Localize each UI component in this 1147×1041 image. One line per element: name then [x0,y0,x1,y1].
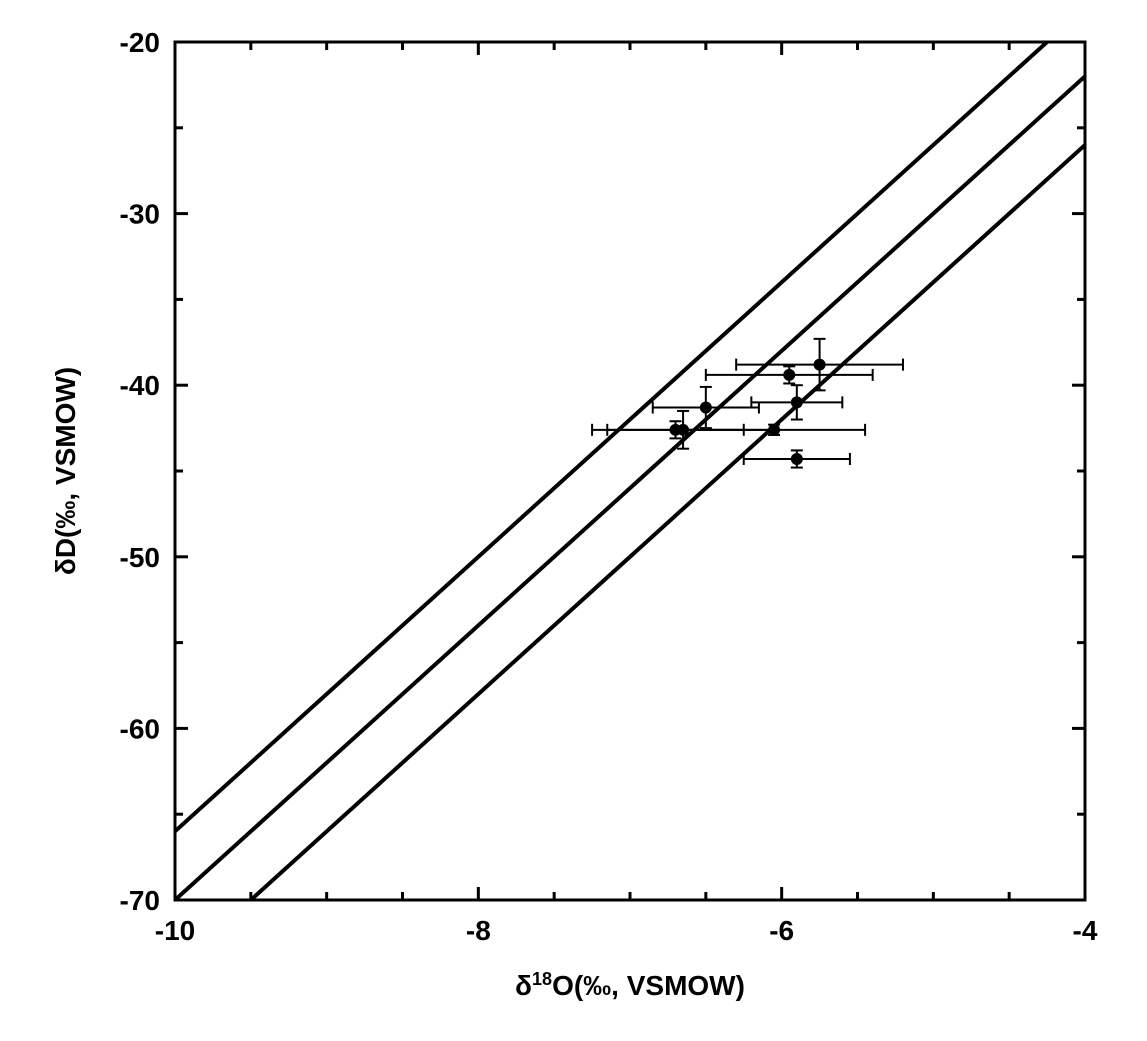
y-tick-label: -70 [120,885,160,916]
chart-svg: -10-8-6-4-70-60-50-40-30-20δ18O(‰, VSMOW… [0,0,1147,1041]
y-tick-label: -20 [120,27,160,58]
x-tick-label: -10 [155,915,195,946]
data-marker [814,359,826,371]
isotope-chart: -10-8-6-4-70-60-50-40-30-20δ18O(‰, VSMOW… [0,0,1147,1041]
data-marker [700,402,712,414]
y-axis-label: δD(‰, VSMOW) [50,367,81,575]
y-tick-label: -30 [120,199,160,230]
y-tick-label: -40 [120,370,160,401]
data-marker [791,453,803,465]
x-tick-label: -4 [1073,915,1098,946]
x-tick-label: -6 [769,915,794,946]
data-marker [670,424,682,436]
data-marker [783,369,795,381]
y-tick-label: -60 [120,713,160,744]
y-tick-label: -50 [120,542,160,573]
data-marker [791,396,803,408]
data-marker [768,424,780,436]
x-tick-label: -8 [466,915,491,946]
